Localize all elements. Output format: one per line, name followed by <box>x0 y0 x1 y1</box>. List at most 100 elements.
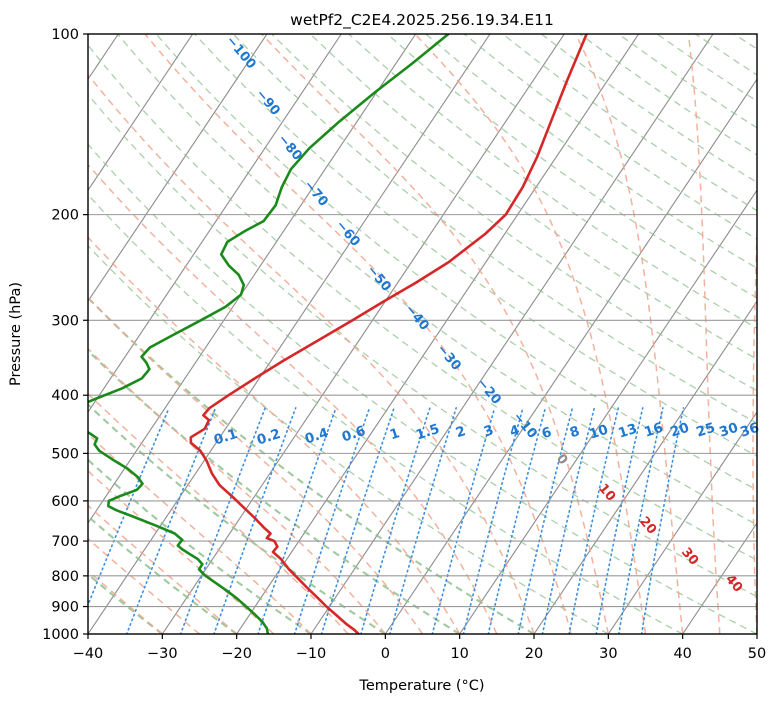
x-axis-tick-label: −40 <box>73 646 104 662</box>
isotherm-line <box>88 34 268 303</box>
mixing-ratio-label: 25 <box>694 420 717 441</box>
moist-adiabat-line <box>88 163 498 634</box>
isotherm-line <box>533 300 757 634</box>
moist-adiabat-line <box>574 34 684 634</box>
isotherm-line <box>607 411 757 634</box>
x-axis-tick-label: 10 <box>450 646 468 662</box>
mixing-ratio-label: 0.6 <box>340 423 368 446</box>
moist-adiabat-line <box>261 34 610 634</box>
plot-frame <box>87 33 758 635</box>
mixing-ratio-line <box>431 407 496 634</box>
moist-adiabat-line <box>88 569 163 634</box>
y-axis-tick-label: 900 <box>51 600 79 616</box>
dry-adiabat-line <box>88 143 757 634</box>
x-axis-tick-label: −10 <box>296 646 327 662</box>
mixing-ratio-line <box>517 407 574 634</box>
x-axis-tick-label: 40 <box>673 646 691 662</box>
x-axis-tick-label: 20 <box>525 646 543 662</box>
moist-adiabat-line <box>88 537 200 634</box>
y-axis-tick-label: 200 <box>51 208 79 224</box>
isotherm-line <box>682 522 757 634</box>
moist-adiabat-line <box>88 296 424 634</box>
moist-adiabat-line <box>414 34 647 634</box>
page-title: wetPf2_C2E4.2025.256.19.34.E11 <box>290 11 554 30</box>
mixing-ratio-line <box>293 407 371 634</box>
moist-adiabat-line <box>687 34 721 634</box>
x-axis-tick-label: 0 <box>381 646 390 662</box>
moist-adiabat-line <box>88 73 535 634</box>
mixing-ratio-line <box>568 407 620 634</box>
y-axis-tick-label: 100 <box>51 27 79 43</box>
x-axis-tick-label: −30 <box>147 646 178 662</box>
mixing-ratio-label: 16 <box>642 420 665 441</box>
profile-line-temperature <box>189 34 588 634</box>
dry-adiabat-line <box>386 34 757 299</box>
dry-adiabat-line <box>194 34 757 457</box>
isotherm-line <box>161 34 565 634</box>
moist-adiabat-line <box>88 433 312 634</box>
mixing-ratio-line <box>541 407 596 634</box>
isotherm-line <box>310 34 714 634</box>
mixing-ratio-line <box>617 407 664 634</box>
mixing-ratio-label: 0.1 <box>212 426 240 449</box>
dry-adiabat-line <box>88 244 609 634</box>
moist-adiabat-line <box>88 236 461 634</box>
y-axis-tick-label: 1000 <box>42 627 79 643</box>
mixing-ratio-label: 0.4 <box>303 425 331 448</box>
mixing-ratio-label: 1.5 <box>414 421 442 444</box>
mixing-ratio-label: 30 <box>717 420 740 441</box>
isotherm-line <box>88 34 342 414</box>
dry-adiabat-line <box>88 403 386 634</box>
isotherm-line <box>88 34 194 192</box>
isotherm-line <box>236 34 640 634</box>
mixing-ratio-line <box>179 407 266 634</box>
dry-adiabat-line <box>88 458 312 634</box>
y-axis-tick-label: 700 <box>51 534 79 550</box>
mixing-ratio-label: 13 <box>616 421 639 442</box>
mixing-ratio-label: 8 <box>568 423 582 441</box>
mixing-ratio-line <box>389 407 457 634</box>
mixing-ratio-label: 36 <box>738 420 761 441</box>
y-axis-tick-label: 500 <box>51 446 79 462</box>
y-axis-tick-label: 400 <box>51 388 79 404</box>
moist-adiabat-line <box>88 347 386 634</box>
dry-adiabat-line <box>348 34 757 330</box>
mixing-ratio-label: 0.2 <box>255 426 283 449</box>
mixing-ratio-line <box>462 407 524 634</box>
x-axis-tick-label: −20 <box>221 646 252 662</box>
mixing-ratio-label: 4 <box>508 422 522 440</box>
mixing-ratio-label: 2 <box>454 423 468 441</box>
y-axis-tick-label: 600 <box>51 494 79 510</box>
mixing-ratio-label: 1 <box>388 425 402 443</box>
mixing-ratio-label: 20 <box>668 420 691 441</box>
mixing-ratio-label: 10 <box>587 422 610 443</box>
y-axis-label: Pressure (hPa) <box>8 282 24 386</box>
x-axis-tick-label: 50 <box>748 646 766 662</box>
profile-series-layer <box>88 34 588 634</box>
x-axis-tick-label: 30 <box>599 646 617 662</box>
dry-adiabat-line <box>309 34 757 360</box>
isobar-grid-layer <box>88 34 757 634</box>
mixing-ratio-line <box>487 407 547 634</box>
dry-adiabat-line <box>88 193 684 634</box>
mixing-ratio-line <box>88 407 170 607</box>
isotherm-line <box>88 34 417 525</box>
isotherm-line <box>384 78 757 634</box>
dry-adiabat-line <box>88 93 757 598</box>
moist-adiabat-line <box>88 392 349 634</box>
mixing-ratio-line <box>640 407 685 634</box>
mixing-ratio-line <box>257 407 337 634</box>
moist-adiabat-line <box>752 216 757 634</box>
mixing-ratio-line <box>320 407 395 634</box>
mixing-ratio-label: 3 <box>482 422 496 440</box>
y-axis-tick-label: 300 <box>51 313 79 329</box>
x-axis-label: Temperature (°C) <box>358 678 484 694</box>
profile-line-dewpoint <box>88 34 450 634</box>
mixing-ratio-line <box>360 407 431 634</box>
mixing-ratio-label: 6 <box>540 424 554 442</box>
moist-adiabat-line <box>88 504 238 634</box>
